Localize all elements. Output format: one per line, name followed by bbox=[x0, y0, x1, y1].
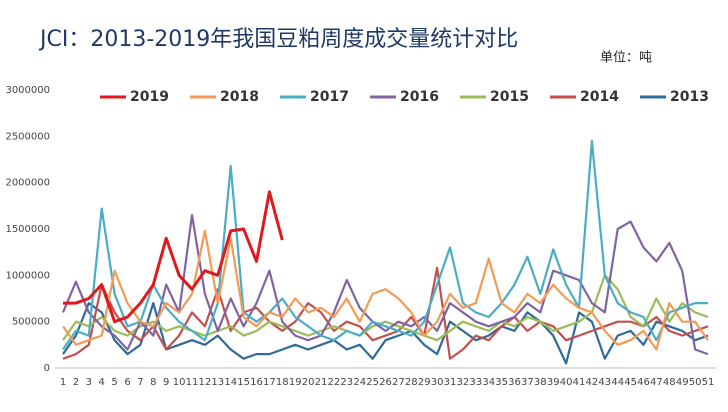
x-tick-label: 7 bbox=[137, 377, 143, 388]
legend-label: 2019 bbox=[130, 89, 169, 105]
x-tick-label: 40 bbox=[560, 377, 573, 388]
x-tick-label: 51 bbox=[702, 377, 715, 388]
x-tick-label: 25 bbox=[366, 377, 379, 388]
x-tick-label: 39 bbox=[547, 377, 560, 388]
legend-label: 2018 bbox=[220, 89, 259, 105]
series-line bbox=[62, 229, 709, 351]
series-line bbox=[62, 266, 709, 360]
x-tick-label: 6 bbox=[124, 377, 130, 388]
x-tick-label: 1 bbox=[60, 377, 66, 388]
x-tick-label: 22 bbox=[328, 377, 341, 388]
y-tick-label: 1000000 bbox=[5, 270, 50, 281]
x-tick-label: 3 bbox=[86, 377, 92, 388]
x-tick-label: 41 bbox=[573, 377, 586, 388]
x-tick-label: 35 bbox=[495, 377, 508, 388]
y-tick-label: 2000000 bbox=[5, 178, 50, 189]
x-tick-label: 20 bbox=[302, 377, 315, 388]
x-tick-label: 14 bbox=[224, 377, 237, 388]
x-tick-label: 19 bbox=[289, 377, 302, 388]
x-tick-label: 8 bbox=[150, 377, 156, 388]
x-tick-label: 28 bbox=[405, 377, 418, 388]
y-tick-label: 2500000 bbox=[5, 131, 50, 142]
x-tick-label: 43 bbox=[598, 377, 611, 388]
series-line bbox=[63, 190, 284, 324]
x-tick-label: 15 bbox=[237, 377, 250, 388]
x-tick-label: 27 bbox=[392, 377, 405, 388]
legend-label: 2014 bbox=[580, 89, 619, 105]
x-tick-label: 44 bbox=[611, 377, 624, 388]
x-tick-label: 26 bbox=[379, 377, 392, 388]
x-tick-label: 37 bbox=[521, 377, 534, 388]
unit-label: 单位：吨 bbox=[600, 51, 652, 66]
x-tick-label: 9 bbox=[163, 377, 169, 388]
x-tick-label: 50 bbox=[689, 377, 702, 388]
x-tick-label: 48 bbox=[663, 377, 676, 388]
x-tick-label: 24 bbox=[353, 377, 366, 388]
x-tick-label: 45 bbox=[624, 377, 637, 388]
x-tick-label: 10 bbox=[173, 377, 186, 388]
x-tick-label: 38 bbox=[534, 377, 547, 388]
y-tick-label: 1500000 bbox=[5, 224, 50, 235]
x-tick-label: 36 bbox=[508, 377, 521, 388]
x-tick-label: 13 bbox=[211, 377, 224, 388]
x-tick-label: 2 bbox=[73, 377, 79, 388]
x-tick-label: 21 bbox=[315, 377, 328, 388]
chart-title: JCI：2013-2019年我国豆粕周度成交量统计对比 bbox=[38, 27, 518, 52]
x-tick-label: 29 bbox=[418, 377, 431, 388]
x-tick-label: 23 bbox=[340, 377, 353, 388]
series-line bbox=[62, 139, 708, 351]
series-line bbox=[62, 302, 709, 365]
x-tick-label: 18 bbox=[276, 377, 289, 388]
x-tick-label: 47 bbox=[650, 377, 663, 388]
legend-label: 2017 bbox=[310, 89, 349, 105]
x-tick-label: 4 bbox=[99, 377, 105, 388]
legend-label: 2013 bbox=[670, 89, 709, 105]
y-tick-label: 500000 bbox=[12, 317, 50, 328]
x-tick-label: 17 bbox=[263, 377, 276, 388]
x-tick-label: 12 bbox=[199, 377, 212, 388]
series-line bbox=[61, 214, 709, 356]
x-tick-label: 30 bbox=[431, 377, 444, 388]
legend-label: 2015 bbox=[490, 89, 529, 105]
x-tick-label: 46 bbox=[637, 377, 650, 388]
x-tick-label: 5 bbox=[111, 377, 117, 388]
x-tick-label: 11 bbox=[186, 377, 199, 388]
x-tick-label: 49 bbox=[676, 377, 689, 388]
y-tick-label: 0 bbox=[44, 363, 50, 374]
x-tick-label: 32 bbox=[457, 377, 470, 388]
x-tick-label: 33 bbox=[469, 377, 482, 388]
x-tick-label: 16 bbox=[250, 377, 263, 388]
y-tick-label: 3000000 bbox=[5, 85, 50, 96]
series-line bbox=[62, 274, 709, 342]
legend-label: 2016 bbox=[400, 89, 439, 105]
x-tick-label: 34 bbox=[482, 377, 495, 388]
x-tick-label: 42 bbox=[586, 377, 599, 388]
x-tick-label: 31 bbox=[444, 377, 457, 388]
